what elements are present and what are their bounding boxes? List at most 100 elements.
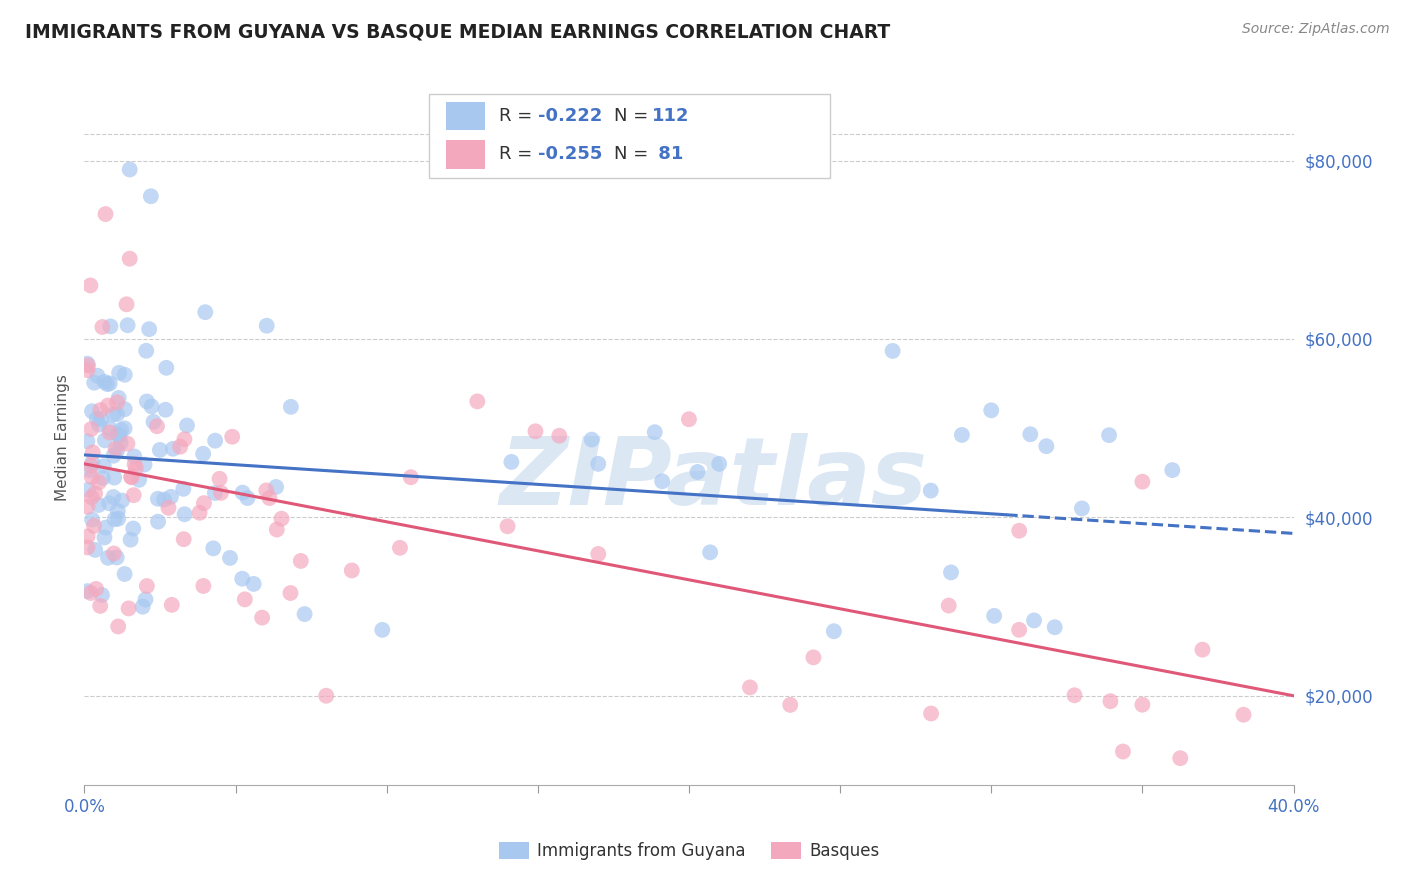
Point	[1161, 463, 1184, 477]
Point	[153, 492, 176, 507]
Point	[87, 498, 110, 512]
Point	[114, 368, 136, 382]
Point	[104, 442, 127, 456]
Point	[76, 363, 98, 377]
Point	[76, 500, 98, 514]
Point	[122, 522, 145, 536]
Point	[388, 541, 411, 555]
Point	[93, 459, 115, 474]
Point	[141, 400, 163, 414]
Text: -0.255: -0.255	[538, 145, 603, 163]
Point	[86, 411, 108, 425]
Point	[294, 607, 316, 621]
Point	[98, 425, 121, 440]
Point	[146, 515, 169, 529]
Point	[1063, 688, 1085, 702]
Point	[315, 689, 337, 703]
Point	[115, 297, 138, 311]
Point	[644, 425, 666, 439]
Point	[173, 532, 195, 546]
Point	[371, 623, 394, 637]
Point	[193, 496, 215, 510]
Point	[76, 541, 98, 555]
Point	[172, 482, 194, 496]
Point	[87, 417, 110, 432]
Point	[266, 523, 288, 537]
Point	[264, 480, 287, 494]
Point	[138, 322, 160, 336]
Point	[108, 366, 131, 380]
Point	[290, 554, 312, 568]
Point	[157, 500, 180, 515]
Point	[1035, 439, 1057, 453]
Point	[98, 376, 121, 391]
Point	[176, 418, 198, 433]
Point	[80, 586, 103, 600]
Text: R =: R =	[499, 145, 538, 163]
Point	[120, 533, 142, 547]
Point	[193, 579, 215, 593]
Point	[96, 377, 118, 392]
Point	[980, 403, 1002, 417]
Point	[1043, 620, 1066, 634]
Point	[686, 465, 709, 479]
Point	[738, 681, 761, 695]
Point	[709, 457, 731, 471]
Legend: Immigrants from Guyana, Basques: Immigrants from Guyana, Basques	[492, 836, 886, 867]
Point	[1071, 501, 1094, 516]
Text: Source: ZipAtlas.com: Source: ZipAtlas.com	[1241, 22, 1389, 37]
Point	[399, 470, 422, 484]
Point	[103, 407, 125, 421]
Point	[920, 483, 942, 498]
Point	[1008, 524, 1031, 538]
Point	[236, 491, 259, 505]
Y-axis label: Median Earnings: Median Earnings	[55, 374, 70, 500]
Point	[117, 436, 139, 450]
Text: N =: N =	[614, 145, 654, 163]
Point	[1130, 698, 1153, 712]
Point	[188, 506, 211, 520]
Point	[779, 698, 801, 712]
Point	[108, 428, 131, 442]
Point	[83, 519, 105, 533]
Point	[84, 582, 107, 596]
Point	[202, 541, 225, 556]
Point	[76, 584, 98, 599]
Point	[204, 486, 226, 500]
Point	[232, 485, 254, 500]
Point	[162, 442, 184, 456]
Point	[1008, 623, 1031, 637]
Point	[548, 428, 571, 442]
Point	[938, 599, 960, 613]
Point	[242, 577, 264, 591]
Point	[118, 252, 141, 266]
Point	[89, 599, 111, 613]
Point	[80, 422, 103, 436]
Point	[1168, 751, 1191, 765]
Point	[94, 520, 117, 534]
Point	[155, 402, 177, 417]
Point	[191, 447, 214, 461]
Point	[204, 434, 226, 448]
Point	[1191, 642, 1213, 657]
Point	[233, 592, 256, 607]
Point	[105, 395, 128, 409]
Point	[77, 359, 100, 373]
Point	[110, 435, 132, 450]
Point	[80, 491, 103, 505]
Point	[160, 490, 183, 504]
Point	[105, 407, 128, 421]
Point	[135, 394, 157, 409]
Point	[581, 433, 603, 447]
Point	[107, 504, 129, 518]
Point	[149, 442, 172, 457]
Point	[80, 458, 103, 473]
Point	[103, 470, 125, 484]
Point	[524, 425, 547, 439]
Point	[280, 400, 302, 414]
Point	[107, 427, 129, 442]
Point	[135, 579, 157, 593]
Point	[699, 545, 721, 559]
Point	[134, 592, 156, 607]
Point	[496, 519, 519, 533]
